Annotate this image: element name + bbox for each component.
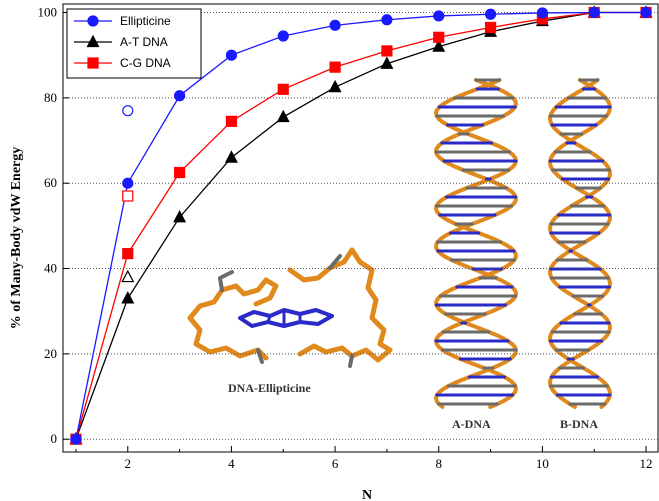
legend-label-ellipticine: Ellipticine (120, 14, 171, 28)
x-tick-label: 10 (536, 456, 549, 471)
data-point-a-t-dna (432, 39, 446, 52)
open-marker-c-g-dna (122, 190, 134, 202)
legend-label-c-g-dna: C-G DNA (120, 56, 171, 70)
dna-ellipticine-label: DNA-Ellipticine (228, 381, 311, 395)
legend-marker-a-t-dna (86, 34, 100, 48)
data-point-ellipticine (329, 19, 341, 31)
y-tick-label: 60 (44, 175, 57, 190)
data-point-ellipticine (433, 10, 445, 22)
data-point-ellipticine (536, 7, 548, 19)
x-axis-label: N (362, 488, 372, 501)
data-point-a-t-dna (380, 56, 394, 69)
data-point-a-t-dna (276, 109, 290, 123)
x-tick-label: 6 (332, 456, 339, 471)
data-point-ellipticine (225, 49, 238, 61)
x-tick-label: 2 (125, 456, 132, 471)
series-ellipticine (70, 6, 652, 445)
b-dna-label: B-DNA (560, 417, 598, 431)
a-dna-illustration (433, 78, 519, 409)
data-point-ellipticine (174, 90, 186, 102)
x-axis-ticks: 2 4 6 8 10 12 (75, 446, 653, 471)
x-tick-label: 12 (640, 456, 653, 471)
legend-marker-ellipticine (87, 15, 99, 27)
plot-frame (62, 3, 659, 453)
data-point-ellipticine (381, 14, 393, 26)
data-point-a-t-dna (173, 210, 187, 223)
dna-ellipticine-illustration (187, 247, 393, 368)
data-point-c-g-dna (174, 166, 186, 179)
molecule-illustrations: DNA-Ellipticine A-DNA B-DNA (187, 78, 613, 431)
b-dna-illustration (547, 78, 613, 409)
open-marker-ellipticine (122, 105, 134, 117)
y-axis-ticks: 0 20 40 60 80 100 (38, 5, 69, 446)
data-point-a-t-dna (328, 79, 342, 93)
y-tick-label: 100 (38, 5, 58, 20)
data-point-ellipticine (122, 177, 134, 189)
data-point-c-g-dna (329, 61, 341, 73)
data-point-c-g-dna (277, 83, 289, 95)
data-point-ellipticine (640, 6, 652, 19)
series-line-ellipticine (75, 11, 647, 440)
data-point-ellipticine (70, 433, 82, 445)
series-line-c-g-dna (75, 11, 647, 440)
x-tick-label: 8 (435, 456, 442, 471)
legend-label-a-t-dna: A-T DNA (120, 35, 168, 49)
y-tick-label: 40 (44, 261, 57, 276)
data-point-c-g-dna (484, 21, 497, 34)
y-tick-label: 0 (51, 431, 58, 446)
data-point-a-t-dna (224, 150, 238, 163)
series-line-a-t-dna (75, 11, 647, 440)
y-tick-label: 20 (44, 346, 57, 361)
data-point-c-g-dna (433, 31, 445, 43)
a-dna-label: A-DNA (452, 417, 491, 431)
series-layer (69, 5, 653, 445)
y-tick-label: 80 (44, 90, 57, 105)
data-point-c-g-dna (225, 115, 238, 127)
data-point-c-g-dna (381, 45, 393, 57)
x-tick-label: 4 (228, 456, 235, 471)
data-point-ellipticine (277, 30, 289, 42)
legend-marker-c-g-dna (87, 57, 99, 69)
data-point-c-g-dna (122, 248, 134, 260)
open-marker-a-t-dna (121, 269, 135, 283)
gridlines (63, 12, 659, 440)
legend: Ellipticine A-T DNA C-G DNA (66, 8, 202, 79)
data-point-ellipticine (588, 6, 600, 19)
data-point-a-t-dna (121, 291, 135, 304)
data-point-ellipticine (484, 8, 497, 20)
y-axis-label: % of Many-Body vdW Energy (9, 147, 24, 330)
